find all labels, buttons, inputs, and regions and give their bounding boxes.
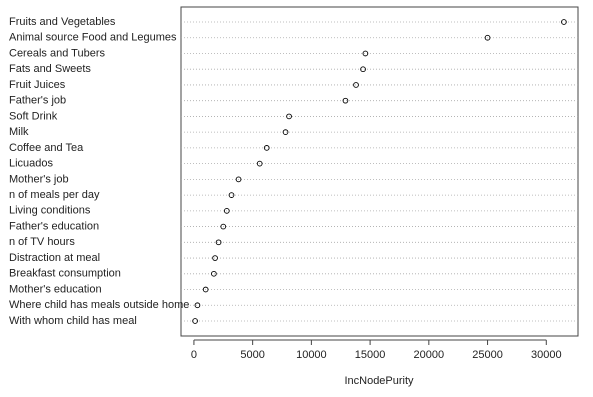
category-label: n of TV hours bbox=[9, 236, 75, 248]
dot bbox=[192, 318, 198, 324]
category-label: Fats and Sweets bbox=[9, 63, 91, 75]
category-label: Cereals and Tubers bbox=[9, 47, 105, 59]
category-label: Licuados bbox=[9, 158, 54, 170]
dot bbox=[223, 207, 230, 214]
category-label: Mother's job bbox=[9, 173, 69, 185]
x-tick-label: 10000 bbox=[296, 349, 327, 361]
dot bbox=[561, 19, 567, 25]
dot bbox=[194, 302, 201, 309]
category-label: With whom child has meal bbox=[9, 315, 137, 327]
category-label: Mother's education bbox=[9, 283, 102, 295]
dot bbox=[342, 97, 349, 104]
category-label: Living conditions bbox=[9, 205, 91, 217]
category-label: Father's education bbox=[9, 220, 99, 232]
dot bbox=[212, 255, 218, 261]
x-tick-label: 0 bbox=[191, 349, 197, 361]
dot bbox=[362, 50, 369, 57]
category-label: Where child has meals outside home bbox=[9, 299, 189, 311]
category-label: Animal source Food and Legumes bbox=[9, 32, 177, 44]
category-label: Breakfast consumption bbox=[9, 268, 121, 280]
dot bbox=[282, 129, 289, 136]
x-tick-label: 15000 bbox=[355, 349, 386, 361]
dot bbox=[235, 176, 242, 183]
x-tick-label: 5000 bbox=[240, 349, 264, 361]
category-label: Milk bbox=[9, 126, 29, 138]
x-tick-label: 20000 bbox=[414, 349, 445, 361]
x-tick-label: 25000 bbox=[472, 349, 503, 361]
plot-frame bbox=[180, 6, 579, 337]
dot bbox=[484, 34, 491, 41]
dot bbox=[353, 82, 359, 88]
dot bbox=[256, 160, 263, 167]
category-label: Father's job bbox=[9, 95, 66, 107]
dot bbox=[228, 192, 235, 198]
dot bbox=[220, 223, 227, 230]
category-label: Soft Drink bbox=[9, 110, 58, 122]
category-label: Coffee and Tea bbox=[9, 142, 84, 154]
dot bbox=[215, 239, 222, 246]
category-label: Distraction at meal bbox=[9, 252, 100, 264]
category-label: n of meals per day bbox=[9, 189, 100, 201]
dot bbox=[202, 286, 209, 293]
dot bbox=[286, 113, 292, 120]
dot bbox=[211, 270, 217, 277]
dot bbox=[360, 66, 366, 73]
category-label: Fruit Juices bbox=[9, 79, 66, 91]
x-axis-label: IncNodePurity bbox=[344, 375, 414, 387]
x-tick-label: 30000 bbox=[531, 349, 562, 361]
category-label: Fruits and Vegetables bbox=[9, 16, 116, 28]
dot bbox=[263, 145, 270, 151]
